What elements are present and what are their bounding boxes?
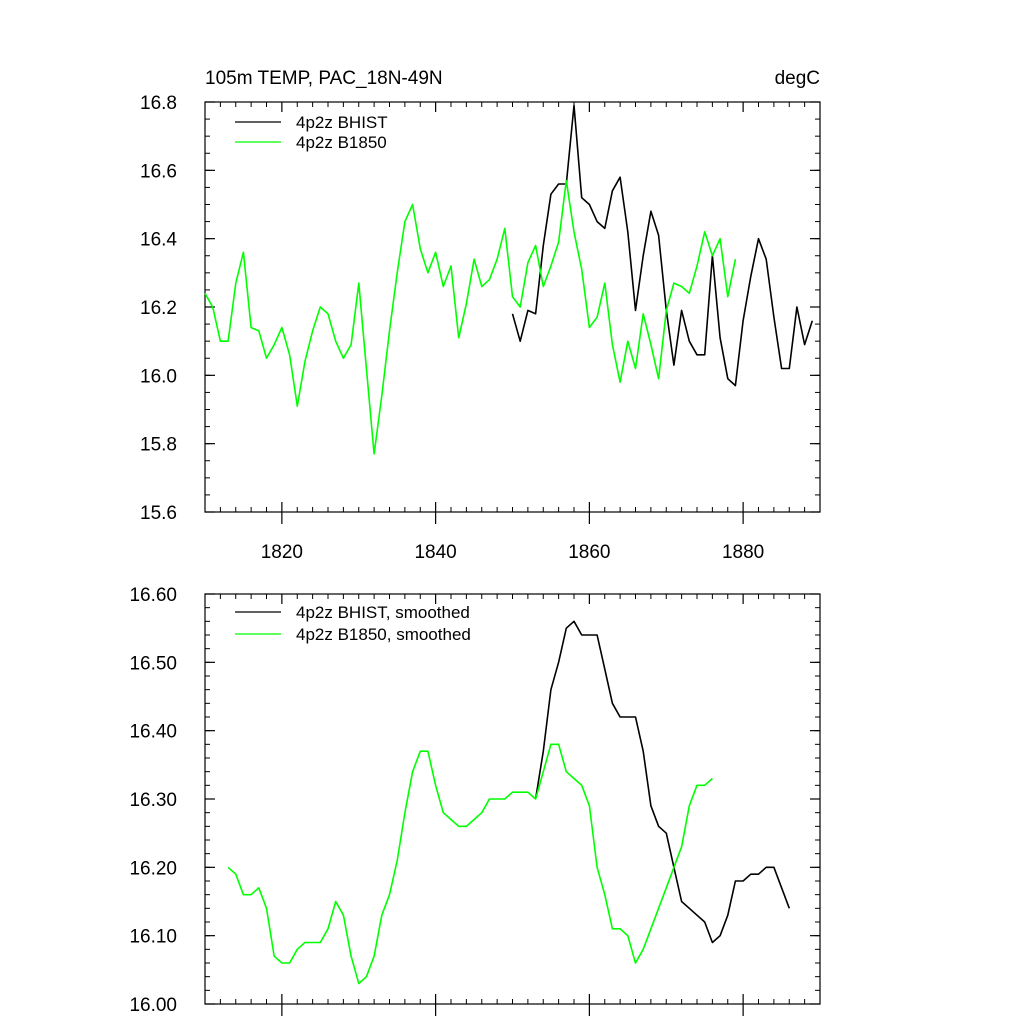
- top-x-tick-label: 1880: [722, 542, 764, 563]
- top-legend-label-b1850: 4p2z B1850: [296, 133, 387, 152]
- bottom-y-tick-label: 16.10: [129, 927, 177, 948]
- bottom-series-line-0: [534, 620, 791, 944]
- bottom-axis-ticks: 16.00 16.10 16.20 16.30 16.40 16.50 16.60: [129, 585, 821, 1016]
- bottom-y-tick-label: 16.40: [129, 722, 177, 743]
- top-axis-ticks: 1820 1840 1860 1880 15.6 15.8 16.0 16.2 16.4 16.6…: [140, 93, 821, 563]
- bottom-panel: 16.00 16.10 16.20 16.30 16.40 16.50 16.60 4p2z…: [129, 585, 821, 1016]
- bottom-y-tick-label: 16.00: [129, 995, 177, 1016]
- bottom-y-tick-label: 16.20: [129, 858, 177, 879]
- bottom-plot-frame: [204, 593, 821, 1005]
- top-y-tick-label: 15.8: [140, 435, 177, 456]
- top-legend: 4p2z BHIST 4p2z B1850: [235, 113, 388, 152]
- top-series-line-1: [204, 179, 737, 455]
- bottom-series-line-1: [227, 743, 713, 985]
- top-y-tick-label: 16.2: [140, 298, 177, 319]
- bottom-y-tick-label: 16.30: [129, 790, 177, 811]
- bottom-series-lines: [227, 620, 791, 985]
- top-series-line-0: [511, 104, 814, 387]
- top-x-tick-label: 1860: [568, 542, 610, 563]
- top-title-right: degC: [775, 68, 820, 89]
- top-y-tick-label: 15.6: [140, 503, 177, 524]
- bottom-legend-label-b1850: 4p2z B1850, smoothed: [296, 625, 471, 644]
- top-plot-frame: [204, 101, 821, 513]
- top-x-tick-label: 1840: [414, 542, 456, 563]
- top-x-tick-label: 1820: [261, 542, 303, 563]
- top-y-tick-label: 16.8: [140, 93, 177, 114]
- top-panel: 105m TEMP, PAC_18N-49N degC 1820 1840 1860…: [140, 68, 821, 563]
- bottom-y-tick-label: 16.50: [129, 653, 177, 674]
- top-title-left: 105m TEMP, PAC_18N-49N: [205, 68, 443, 89]
- top-y-tick-label: 16.6: [140, 161, 177, 182]
- top-y-tick-label: 16.4: [140, 230, 177, 251]
- top-legend-label-bhist: 4p2z BHIST: [296, 113, 388, 132]
- bottom-legend-label-bhist: 4p2z BHIST, smoothed: [296, 603, 470, 622]
- bottom-legend: 4p2z BHIST, smoothed 4p2z B1850, smoothe…: [235, 603, 471, 644]
- top-y-tick-label: 16.0: [140, 366, 177, 387]
- top-series-lines: [204, 104, 814, 455]
- bottom-y-tick-label: 16.60: [129, 585, 177, 606]
